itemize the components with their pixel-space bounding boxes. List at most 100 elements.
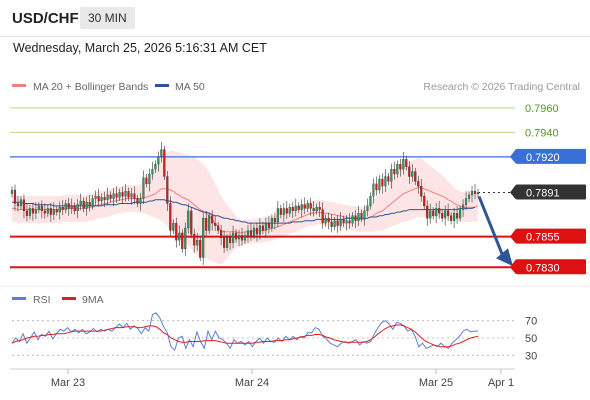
candle xyxy=(142,170,145,205)
chart-datetime: Wednesday, March 25, 2026 5:16:31 AM CET xyxy=(13,41,267,55)
candle-body xyxy=(160,149,163,158)
price-label-4: 0.7855 xyxy=(526,232,560,244)
bollinger-band xyxy=(12,150,478,265)
candle-body xyxy=(118,192,121,198)
candle xyxy=(366,198,369,217)
candle-body xyxy=(432,210,435,216)
price-label-2: 0.7920 xyxy=(526,152,560,164)
candle-body xyxy=(264,222,267,231)
candle xyxy=(360,209,363,222)
candle-body xyxy=(378,178,381,191)
candle-body xyxy=(136,198,139,204)
candle-body xyxy=(139,198,142,204)
price-tag-arrow-5 xyxy=(510,259,516,275)
candle xyxy=(163,145,166,181)
candle xyxy=(223,230,226,254)
candle xyxy=(172,219,175,235)
candle xyxy=(264,217,267,238)
candle xyxy=(118,188,121,202)
candle-body xyxy=(94,195,97,199)
candle-body xyxy=(408,166,411,177)
candle xyxy=(354,210,357,229)
candle-body xyxy=(106,194,109,200)
candle xyxy=(315,203,318,215)
candle xyxy=(279,204,282,219)
timeframe-button[interactable]: 30 MIN xyxy=(80,7,135,29)
candle-body xyxy=(258,225,262,235)
ma50-legend-label: MA 50 xyxy=(175,81,205,93)
candle xyxy=(211,210,214,231)
candle xyxy=(40,200,43,219)
candle-body xyxy=(124,191,127,197)
candle xyxy=(109,191,112,203)
candle xyxy=(46,204,49,217)
candle-body xyxy=(426,205,429,219)
candle xyxy=(55,205,58,216)
candle-body xyxy=(282,208,285,215)
candle-body xyxy=(67,203,70,209)
candle-body xyxy=(109,194,112,199)
candle-body xyxy=(360,213,363,219)
candle-body xyxy=(237,235,241,240)
candle-body xyxy=(22,199,26,212)
candle xyxy=(330,214,333,233)
candle-body xyxy=(285,208,288,214)
rsi-ma-line xyxy=(11,324,479,348)
candle xyxy=(459,205,462,222)
candle-body xyxy=(151,168,154,175)
candle xyxy=(97,188,100,207)
price-tag-arrow-3 xyxy=(510,184,516,200)
candle xyxy=(148,168,151,192)
candle-body xyxy=(297,205,300,210)
candle xyxy=(381,173,384,194)
candle-body xyxy=(133,193,136,199)
rsi-tick-label-1: 50 xyxy=(525,333,537,345)
candle-body xyxy=(351,215,354,224)
candle xyxy=(199,236,202,262)
candle xyxy=(70,198,73,214)
candle xyxy=(127,187,130,202)
candle-body xyxy=(10,189,14,194)
candle-body xyxy=(88,202,91,207)
candle xyxy=(16,196,20,212)
candle-body xyxy=(187,210,190,229)
candle-body xyxy=(420,186,423,197)
candle xyxy=(461,199,465,217)
candle xyxy=(312,201,315,217)
candle xyxy=(447,203,450,222)
candle-body xyxy=(49,208,52,215)
candle xyxy=(112,188,115,206)
candle-body xyxy=(315,207,318,212)
candle xyxy=(252,224,256,240)
candle-body xyxy=(309,203,312,209)
price-label-0: 0.7960 xyxy=(525,103,559,115)
candle xyxy=(288,203,291,217)
candle xyxy=(432,207,435,220)
candle xyxy=(79,193,82,211)
candle-body xyxy=(220,230,223,238)
candle xyxy=(85,196,88,216)
candle xyxy=(270,214,273,232)
candle-body xyxy=(246,230,250,236)
candle-body xyxy=(306,203,309,209)
candle-body xyxy=(423,195,426,207)
candle xyxy=(193,228,196,253)
candle-body xyxy=(372,183,375,197)
candle-body xyxy=(91,198,94,207)
candle xyxy=(375,176,378,196)
candle-body xyxy=(461,204,465,210)
candle xyxy=(387,172,390,186)
candle xyxy=(234,229,238,243)
rsi-tick-label-2: 30 xyxy=(525,350,537,362)
candle xyxy=(470,185,474,203)
candle-body xyxy=(58,207,61,213)
candle xyxy=(372,178,375,204)
candle-body xyxy=(40,205,43,212)
rsi-ma-legend-label: 9MA xyxy=(82,294,104,306)
candle xyxy=(363,205,366,226)
candle xyxy=(169,196,172,236)
candle-body xyxy=(16,203,20,207)
candle-body xyxy=(450,215,453,221)
candle-body xyxy=(390,168,393,182)
rsi-panel: RSI 9MA 70 50 30 xyxy=(0,285,590,362)
